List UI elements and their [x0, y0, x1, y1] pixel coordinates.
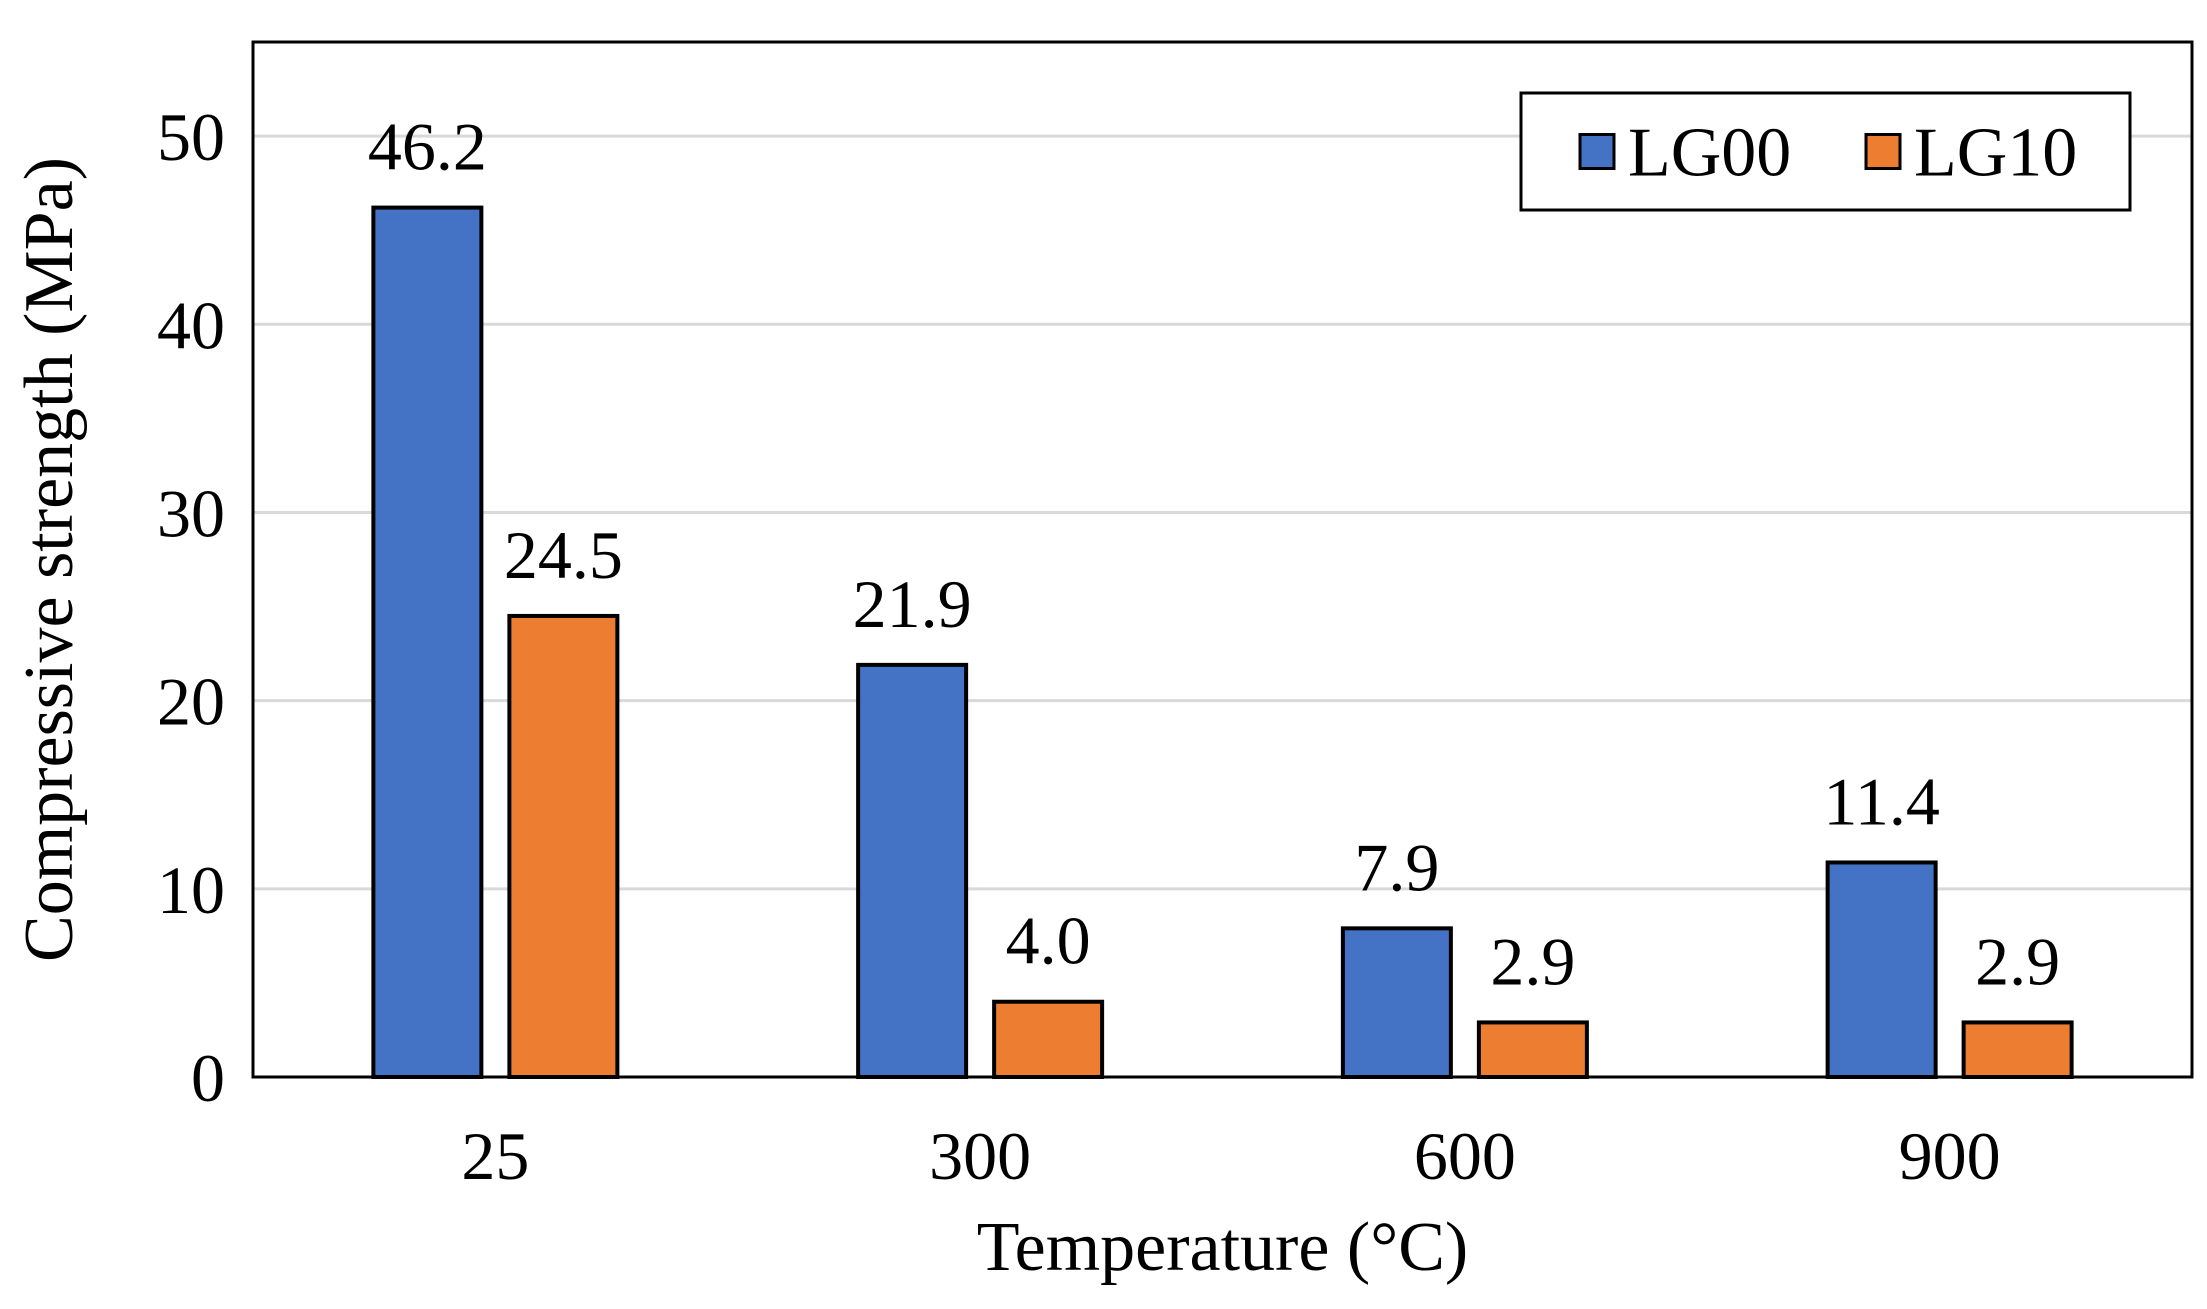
plot-area-frame [251, 40, 2194, 1079]
y-tick-label: 0 [191, 1040, 225, 1116]
y-tick-label: 50 [157, 99, 225, 175]
x-tick-label: 900 [1899, 1118, 2001, 1194]
bar-lg00-25 [371, 205, 484, 1080]
data-label-lg00-25: 46.2 [368, 109, 487, 185]
data-label-lg10-300: 4.0 [1006, 903, 1091, 979]
y-tick-label: 40 [157, 287, 225, 363]
x-tick-label: 300 [929, 1118, 1031, 1194]
data-label-lg00-600: 7.9 [1354, 829, 1439, 905]
y-tick-label: 20 [157, 664, 225, 740]
data-label-lg10-25: 24.5 [504, 517, 623, 593]
bar-lg10-600 [1476, 1020, 1589, 1079]
bar-lg00-900 [1825, 860, 1938, 1079]
data-label-lg00-900: 11.4 [1823, 763, 1939, 839]
bar-lg00-300 [856, 662, 969, 1080]
bar-lg10-900 [1961, 1020, 2074, 1079]
x-axis-ticks: 25 300 600 900 [461, 1118, 2000, 1194]
bar-lg00-600 [1340, 926, 1453, 1079]
bar-lg10-25 [507, 613, 620, 1079]
legend-label-lg10: LG10 [1914, 115, 2077, 192]
x-axis-title: Temperature (°C) [977, 1209, 1468, 1286]
bars [371, 205, 2074, 1080]
x-tick-label: 600 [1414, 1118, 1516, 1194]
data-label-lg10-600: 2.9 [1490, 923, 1575, 999]
bar-lg10-300 [992, 999, 1105, 1080]
data-labels: 46.2 24.5 21.9 4.0 7.9 2.9 11.4 2.9 [368, 109, 2060, 1000]
data-label-lg00-300: 21.9 [853, 566, 972, 642]
legend-swatch-lg10 [1864, 133, 1902, 170]
y-axis-ticks: 0 10 20 30 40 50 [157, 99, 225, 1116]
x-tick-label: 25 [461, 1118, 529, 1194]
y-axis-title: Compressive strength (MPa) [11, 157, 88, 962]
legend-frame [1519, 91, 2132, 212]
data-label-lg10-900: 2.9 [1975, 923, 2060, 999]
y-tick-label: 30 [157, 475, 225, 551]
legend-label-lg00: LG00 [1628, 115, 1791, 192]
y-tick-label: 10 [157, 852, 225, 928]
legend: LG00 LG10 [1519, 91, 2132, 212]
legend-swatch-lg00 [1578, 133, 1616, 170]
